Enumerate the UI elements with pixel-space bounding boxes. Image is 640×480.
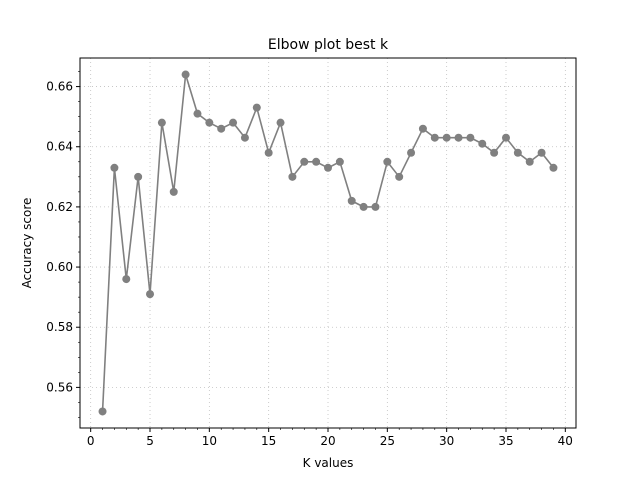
data-point (229, 118, 238, 127)
y-tick-label: 0.60 (46, 260, 73, 274)
data-point (359, 202, 368, 211)
axes: 0 5 10 15 20 25 30 35 40 0.56 0.58 0.60 0.62 0.64 0.66 (46, 57, 577, 448)
data-point (454, 133, 463, 142)
y-tick-label: 0.56 (46, 380, 73, 394)
x-tick-label: 15 (261, 434, 276, 448)
y-tick-label: 0.66 (46, 80, 73, 94)
data-point (264, 148, 273, 157)
data-point (501, 133, 510, 142)
data-point (383, 157, 392, 166)
data-point (525, 157, 534, 166)
data-point (146, 290, 155, 299)
data-point (513, 148, 522, 157)
chart-title: Elbow plot best k (268, 37, 389, 53)
data-point (193, 109, 202, 118)
data-point (122, 275, 131, 284)
data-point (98, 407, 107, 416)
data-point (395, 172, 404, 181)
data-point (549, 163, 558, 172)
grid (80, 58, 576, 428)
data-point (442, 133, 451, 142)
data-point (371, 202, 380, 211)
data-point (288, 172, 297, 181)
series-group (98, 70, 558, 416)
data-point (276, 118, 285, 127)
data-point (181, 70, 190, 79)
data-point (205, 118, 214, 127)
x-tick-label: 20 (320, 434, 335, 448)
x-tick-label: 5 (146, 434, 154, 448)
data-point (240, 133, 249, 142)
x-tick-label: 0 (87, 434, 95, 448)
data-point (478, 139, 487, 148)
data-point (312, 157, 321, 166)
data-point (418, 124, 427, 133)
data-point (430, 133, 439, 142)
y-tick-label: 0.58 (46, 320, 73, 334)
data-point (157, 118, 166, 127)
data-point (537, 148, 546, 157)
x-tick-label: 30 (439, 434, 454, 448)
data-point (407, 148, 416, 157)
data-point (134, 172, 143, 181)
data-point (335, 157, 344, 166)
data-point (217, 124, 226, 133)
data-point (110, 163, 119, 172)
x-tick-label: 25 (380, 434, 395, 448)
y-axis-label: Accuracy score (20, 198, 34, 289)
data-point (300, 157, 309, 166)
y-tick-label: 0.62 (46, 200, 73, 214)
x-tick-label: 10 (202, 434, 217, 448)
data-point (347, 196, 356, 205)
data-point (324, 163, 332, 172)
data-point (252, 103, 261, 112)
y-tick-label: 0.64 (46, 140, 73, 154)
x-tick-label: 40 (558, 434, 573, 448)
data-point (490, 148, 499, 157)
data-point (169, 187, 178, 196)
data-point (466, 133, 475, 142)
x-tick-label: 35 (498, 434, 513, 448)
x-axis-label: K values (303, 456, 354, 470)
